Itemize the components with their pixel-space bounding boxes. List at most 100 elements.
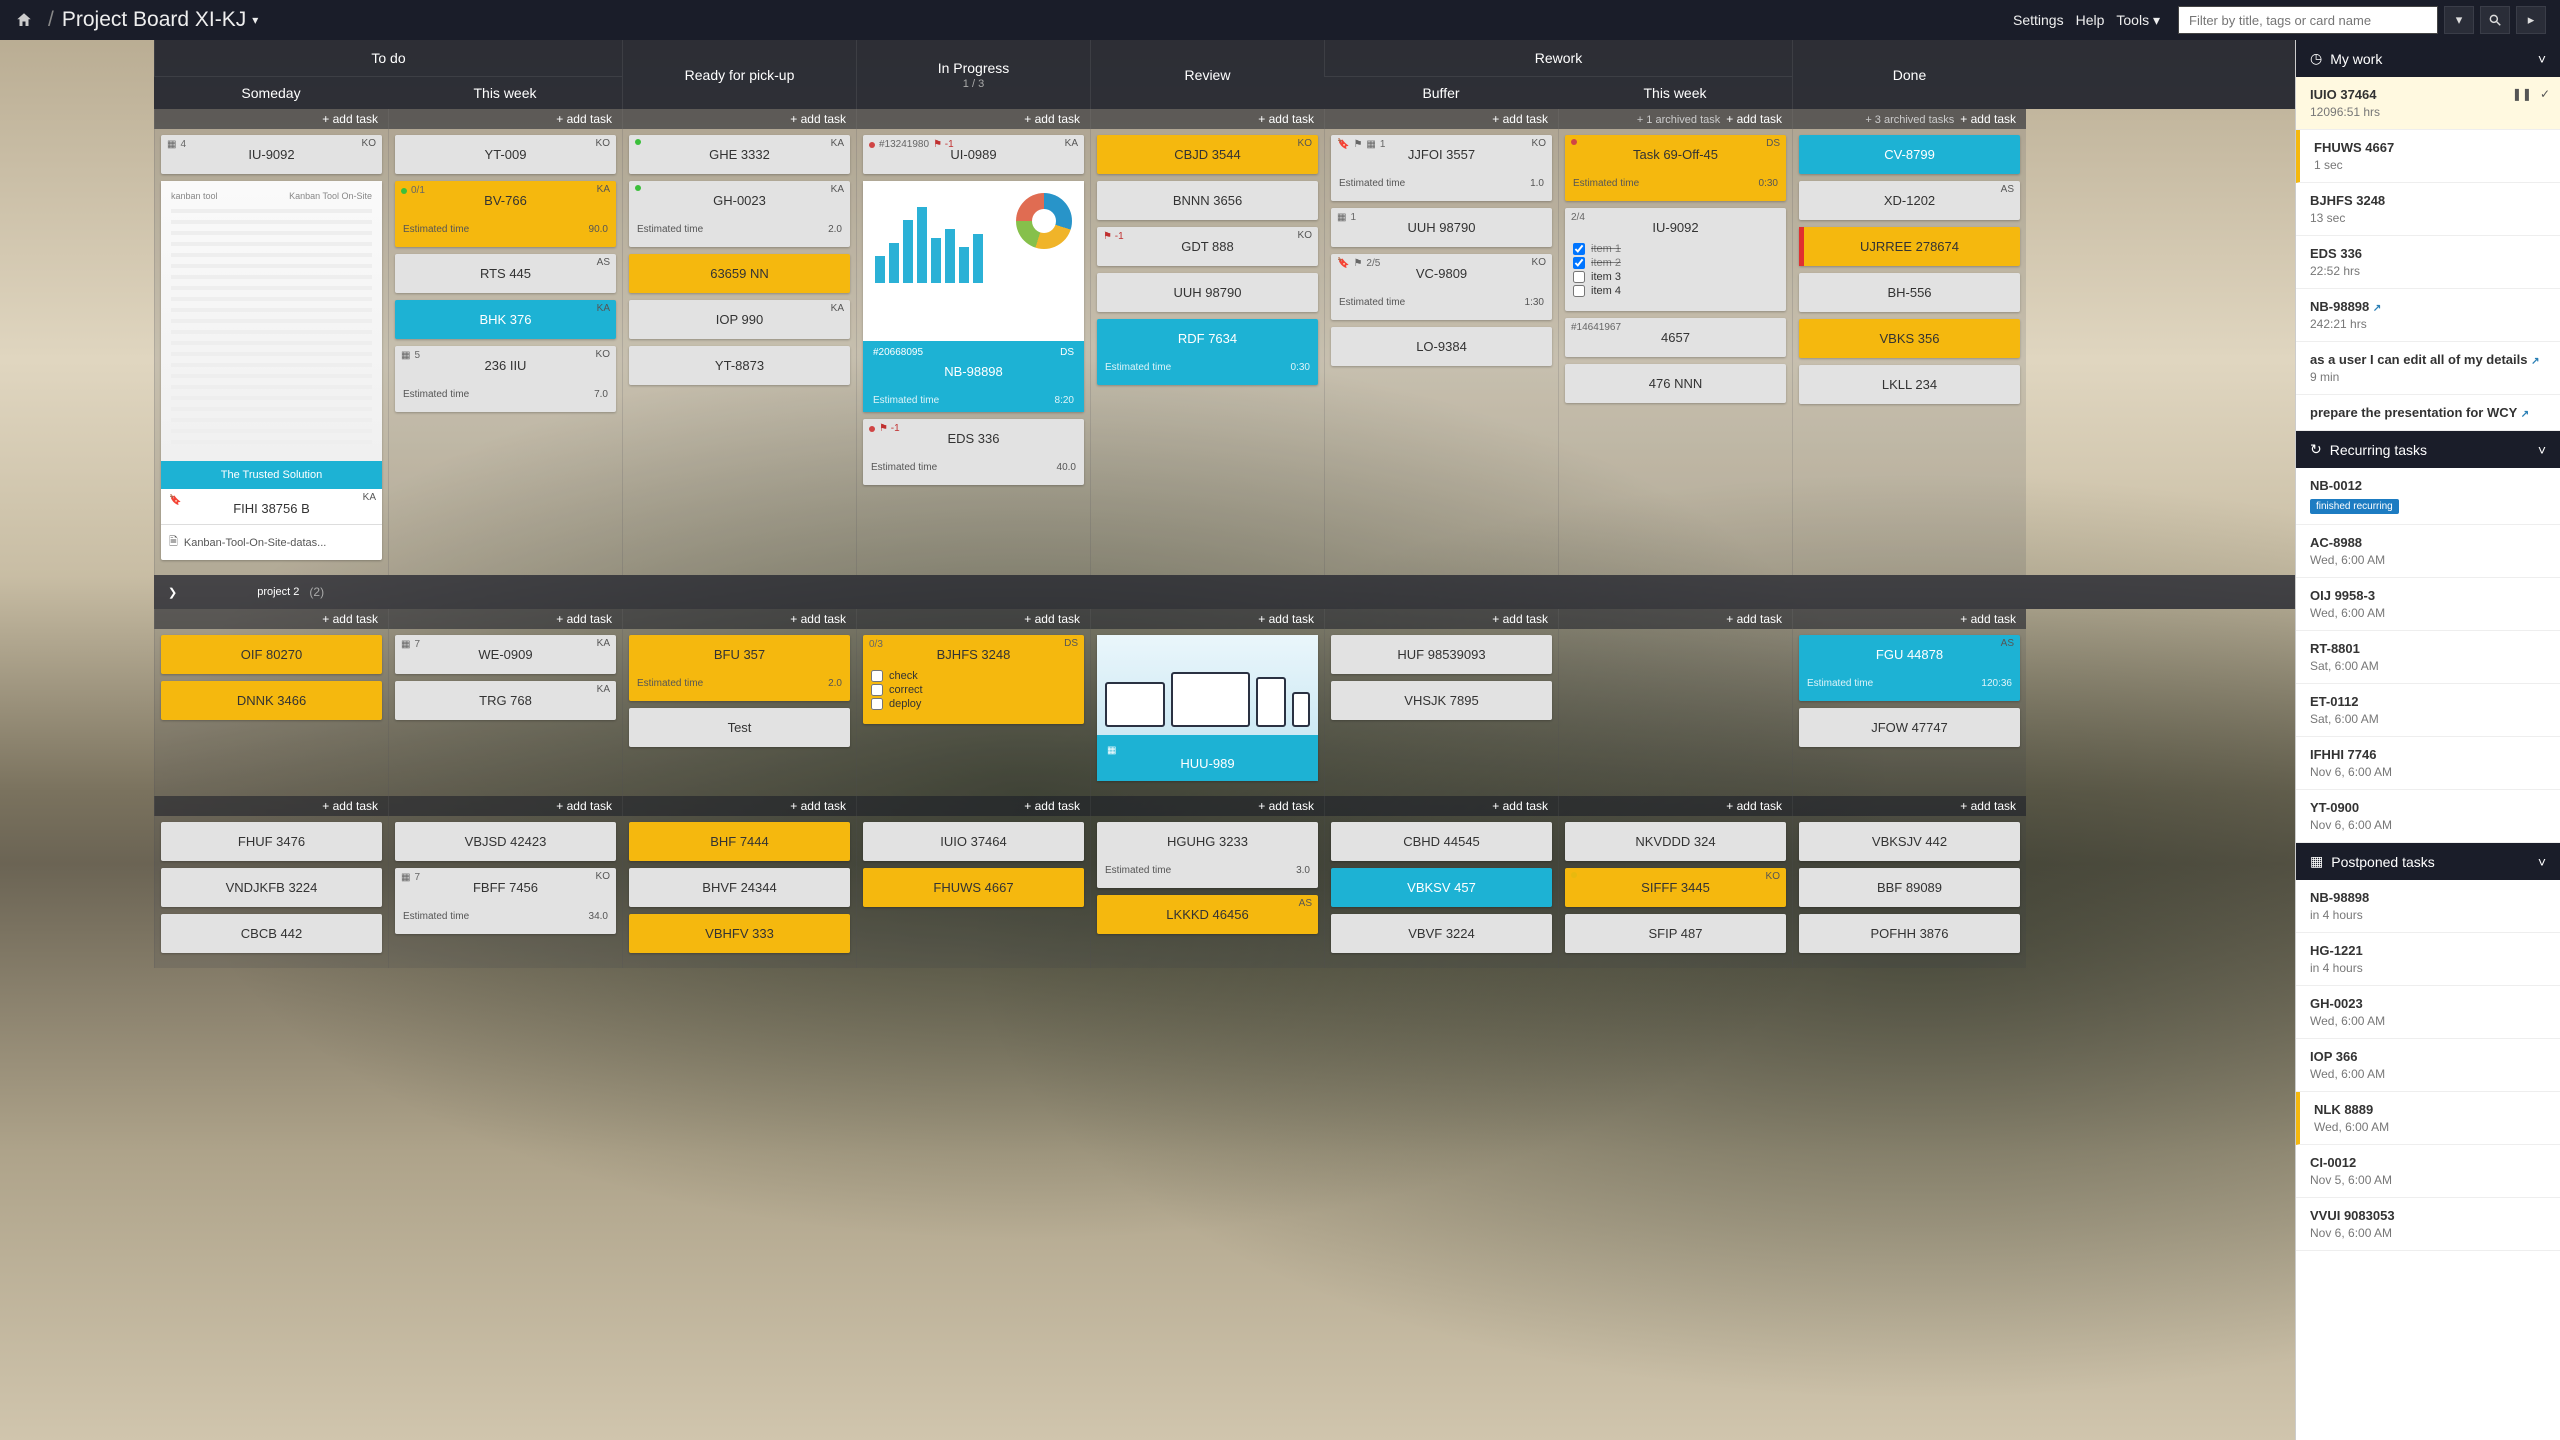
- add-task-btn[interactable]: + add task: [388, 609, 622, 629]
- card[interactable]: BFU 357 Estimated time2.0: [629, 635, 850, 701]
- checkbox[interactable]: [1573, 285, 1585, 297]
- card[interactable]: CV-8799: [1799, 135, 2020, 174]
- add-task-btn[interactable]: + add task: [154, 796, 388, 816]
- card[interactable]: VBKSJV 442: [1799, 822, 2020, 861]
- add-task-btn[interactable]: + add task: [1090, 109, 1324, 129]
- panel-item[interactable]: IFHHI 7746Nov 6, 6:00 AM: [2296, 737, 2560, 790]
- card[interactable]: ▦7 KA WE-0909: [395, 635, 616, 674]
- card[interactable]: AS RTS 445: [395, 254, 616, 293]
- card[interactable]: Test: [629, 708, 850, 747]
- card[interactable]: RDF 7634 Estimated time0:30: [1097, 319, 1318, 385]
- checkbox[interactable]: [871, 670, 883, 682]
- panel-item[interactable]: ET-0112Sat, 6:00 AM: [2296, 684, 2560, 737]
- card[interactable]: AS XD-1202: [1799, 181, 2020, 220]
- card[interactable]: BHF 7444: [629, 822, 850, 861]
- card[interactable]: BHVF 24344: [629, 868, 850, 907]
- add-task-btn[interactable]: + add task: [1324, 796, 1558, 816]
- card[interactable]: IUIO 37464: [863, 822, 1084, 861]
- card[interactable]: FHUWS 4667: [863, 868, 1084, 907]
- card[interactable]: #20668095 DS NB-98898 Estimated time8:20: [863, 181, 1084, 412]
- checkbox[interactable]: [871, 684, 883, 696]
- card[interactable]: VBKS 356: [1799, 319, 2020, 358]
- help-link[interactable]: Help: [2076, 12, 2105, 28]
- add-task-btn[interactable]: + add task: [622, 796, 856, 816]
- add-task-btn[interactable]: + add task: [622, 109, 856, 129]
- card[interactable]: JFOW 47747: [1799, 708, 2020, 747]
- add-task-btn[interactable]: + add task: [154, 609, 388, 629]
- card[interactable]: CBCB 442: [161, 914, 382, 953]
- panel-item[interactable]: OIJ 9958-3Wed, 6:00 AM: [2296, 578, 2560, 631]
- card[interactable]: ▦4 KO IU-9092: [161, 135, 382, 174]
- add-task-btn[interactable]: + add task: [1090, 796, 1324, 816]
- card[interactable]: ▦5 KO 236 IIU Estimated time7.0: [395, 346, 616, 412]
- panel-item[interactable]: AC-8988Wed, 6:00 AM: [2296, 525, 2560, 578]
- card[interactable]: 🔖⚑2/5 KO VC-9809 Estimated time1:30: [1331, 254, 1552, 320]
- panel-item[interactable]: NLK 8889Wed, 6:00 AM: [2296, 1092, 2560, 1145]
- card[interactable]: KA GHE 3332: [629, 135, 850, 174]
- card[interactable]: AS LKKKD 46456: [1097, 895, 1318, 934]
- check-icon[interactable]: ✓: [2540, 87, 2550, 101]
- card[interactable]: KA TRG 768: [395, 681, 616, 720]
- checkbox[interactable]: [871, 698, 883, 710]
- panel-item[interactable]: prepare the presentation for WCY ↗: [2296, 395, 2560, 431]
- add-task-btn[interactable]: + 3 archived tasks+ add task: [1792, 109, 2026, 129]
- card[interactable]: KA IOP 990: [629, 300, 850, 339]
- add-task-btn[interactable]: + add task: [1324, 109, 1558, 129]
- checklist-item[interactable]: check: [871, 670, 1076, 682]
- card[interactable]: 2/4 IU-9092 item 1item 2item 3item 4: [1565, 208, 1786, 311]
- card[interactable]: 0/3 DS BJHFS 3248 checkcorrectdeploy: [863, 635, 1084, 724]
- card[interactable]: ▦ HUU-989: [1097, 635, 1318, 781]
- card[interactable]: 63659 NN: [629, 254, 850, 293]
- panel-item[interactable]: YT-0900Nov 6, 6:00 AM: [2296, 790, 2560, 843]
- card-attachment[interactable]: 🗎Kanban-Tool-On-Site-datas...: [161, 524, 382, 560]
- card[interactable]: kanban toolKanban Tool On-Site The Trust…: [161, 181, 382, 560]
- add-task-btn[interactable]: + add task: [388, 109, 622, 129]
- card[interactable]: HGUHG 3233 Estimated time3.0: [1097, 822, 1318, 888]
- panel-item[interactable]: as a user I can edit all of my details ↗…: [2296, 342, 2560, 395]
- card[interactable]: POFHH 3876: [1799, 914, 2020, 953]
- card[interactable]: 🔖⚑▦1 KO JJFOI 3557 Estimated time1.0: [1331, 135, 1552, 201]
- card[interactable]: DNNK 3466: [161, 681, 382, 720]
- card[interactable]: KO YT-009: [395, 135, 616, 174]
- panel-header-mywork[interactable]: ◷My work ˅: [2296, 40, 2560, 77]
- card[interactable]: LKLL 234: [1799, 365, 2020, 404]
- checklist-item[interactable]: item 1: [1573, 243, 1778, 255]
- add-task-btn[interactable]: + 1 archived task+ add task: [1558, 109, 1792, 129]
- card[interactable]: OIF 80270: [161, 635, 382, 674]
- swimlane-project2-collapsed[interactable]: ❯ project 2 (2): [154, 575, 2295, 609]
- board-title[interactable]: Project Board XI-KJ: [62, 8, 246, 32]
- panel-item[interactable]: IOP 366Wed, 6:00 AM: [2296, 1039, 2560, 1092]
- panel-item[interactable]: CI-0012Nov 5, 6:00 AM: [2296, 1145, 2560, 1198]
- add-task-btn[interactable]: + add task: [856, 109, 1090, 129]
- card[interactable]: NKVDDD 324: [1565, 822, 1786, 861]
- chevron-down-icon[interactable]: ▾: [252, 13, 258, 27]
- add-task-btn[interactable]: + add task: [1792, 796, 2026, 816]
- search-icon[interactable]: [2480, 6, 2510, 34]
- card[interactable]: SFIP 487: [1565, 914, 1786, 953]
- card[interactable]: LO-9384: [1331, 327, 1552, 366]
- card[interactable]: VNDJKFB 3224: [161, 868, 382, 907]
- card[interactable]: CBHD 44545: [1331, 822, 1552, 861]
- card[interactable]: HUF 98539093: [1331, 635, 1552, 674]
- card[interactable]: ▦1 UUH 98790: [1331, 208, 1552, 247]
- panel-item[interactable]: VVUI 9083053Nov 6, 6:00 AM: [2296, 1198, 2560, 1251]
- card[interactable]: ▦7 KO FBFF 7456 Estimated time34.0: [395, 868, 616, 934]
- card[interactable]: BH-556: [1799, 273, 2020, 312]
- card[interactable]: VBHFV 333: [629, 914, 850, 953]
- card[interactable]: BBF 89089: [1799, 868, 2020, 907]
- add-task-btn[interactable]: + add task: [388, 796, 622, 816]
- checklist-item[interactable]: item 3: [1573, 271, 1778, 283]
- card[interactable]: #14641967 4657: [1565, 318, 1786, 357]
- expand-icon[interactable]: ▸: [2516, 6, 2546, 34]
- settings-link[interactable]: Settings: [2013, 12, 2064, 28]
- panel-item[interactable]: GH-0023Wed, 6:00 AM: [2296, 986, 2560, 1039]
- card[interactable]: FHUF 3476: [161, 822, 382, 861]
- panel-item[interactable]: NB-0012finished recurring: [2296, 468, 2560, 525]
- card[interactable]: 0/1 KA BV-766 Estimated time90.0: [395, 181, 616, 247]
- checkbox[interactable]: [1573, 243, 1585, 255]
- card[interactable]: KA GH-0023 Estimated time2.0: [629, 181, 850, 247]
- card[interactable]: ⚑ -1 KO GDT 888: [1097, 227, 1318, 266]
- panel-item[interactable]: RT-8801Sat, 6:00 AM: [2296, 631, 2560, 684]
- card[interactable]: BNNN 3656: [1097, 181, 1318, 220]
- add-task-btn[interactable]: + add task: [1090, 609, 1324, 629]
